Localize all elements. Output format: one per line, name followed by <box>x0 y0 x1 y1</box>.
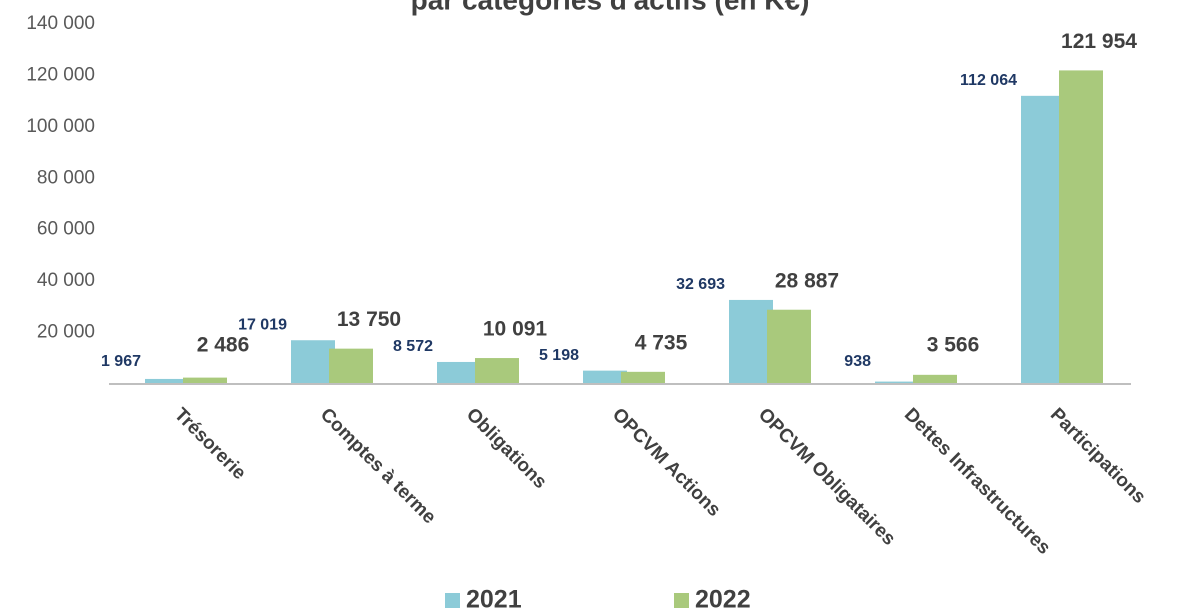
x-tick-label: OPCVM Obligataires <box>754 404 900 550</box>
bar <box>621 371 665 384</box>
y-tick-label: 60 000 <box>37 219 95 240</box>
x-tick-label: Trésorerie <box>170 404 250 484</box>
bar <box>1021 95 1065 385</box>
x-tick-label: Dettes Infrastructures <box>900 404 1054 558</box>
value-label: 1 967 <box>101 353 141 370</box>
legend-label: 2021 <box>466 586 522 612</box>
legend-label: 2022 <box>695 586 751 612</box>
bar <box>183 377 227 384</box>
y-tick-label: 100 000 <box>26 116 95 137</box>
x-tick-label: Participations <box>1046 404 1150 508</box>
value-label: 32 693 <box>676 276 725 293</box>
value-label: 5 198 <box>539 347 579 364</box>
chart-title: par catégories d'actifs (en K€) <box>411 0 810 15</box>
bar <box>1059 70 1103 385</box>
value-label: 8 572 <box>393 338 433 355</box>
value-label: 3 566 <box>927 334 980 357</box>
value-label: 28 887 <box>775 269 839 292</box>
legend-swatch <box>674 593 689 608</box>
bar <box>329 348 373 384</box>
value-label: 938 <box>844 353 871 370</box>
bar <box>767 309 811 384</box>
bar <box>875 381 919 384</box>
x-tick-label: Comptes à terme <box>316 404 440 528</box>
y-tick-label: 40 000 <box>37 270 95 291</box>
bar <box>729 299 773 384</box>
x-tick-label: Obligations <box>462 404 551 493</box>
value-label: 2 486 <box>197 334 250 357</box>
value-label: 121 954 <box>1061 30 1137 53</box>
y-tick-label: 140 000 <box>26 13 95 34</box>
value-label: 4 735 <box>635 331 688 354</box>
bar <box>145 378 189 384</box>
bar <box>913 374 957 384</box>
bar <box>291 340 335 384</box>
value-label: 112 064 <box>960 72 1017 89</box>
y-tick-label: 80 000 <box>37 167 95 188</box>
bar <box>475 358 519 384</box>
bar <box>437 361 481 384</box>
value-label: 10 091 <box>483 318 548 341</box>
bar <box>583 370 627 384</box>
legend-swatch <box>445 593 460 608</box>
y-tick-label: 120 000 <box>26 64 95 85</box>
x-tick-label: OPCVM Actions <box>608 404 725 521</box>
value-label: 17 019 <box>238 316 287 333</box>
value-label: 13 750 <box>337 308 401 331</box>
y-tick-label: 20 000 <box>37 322 95 343</box>
